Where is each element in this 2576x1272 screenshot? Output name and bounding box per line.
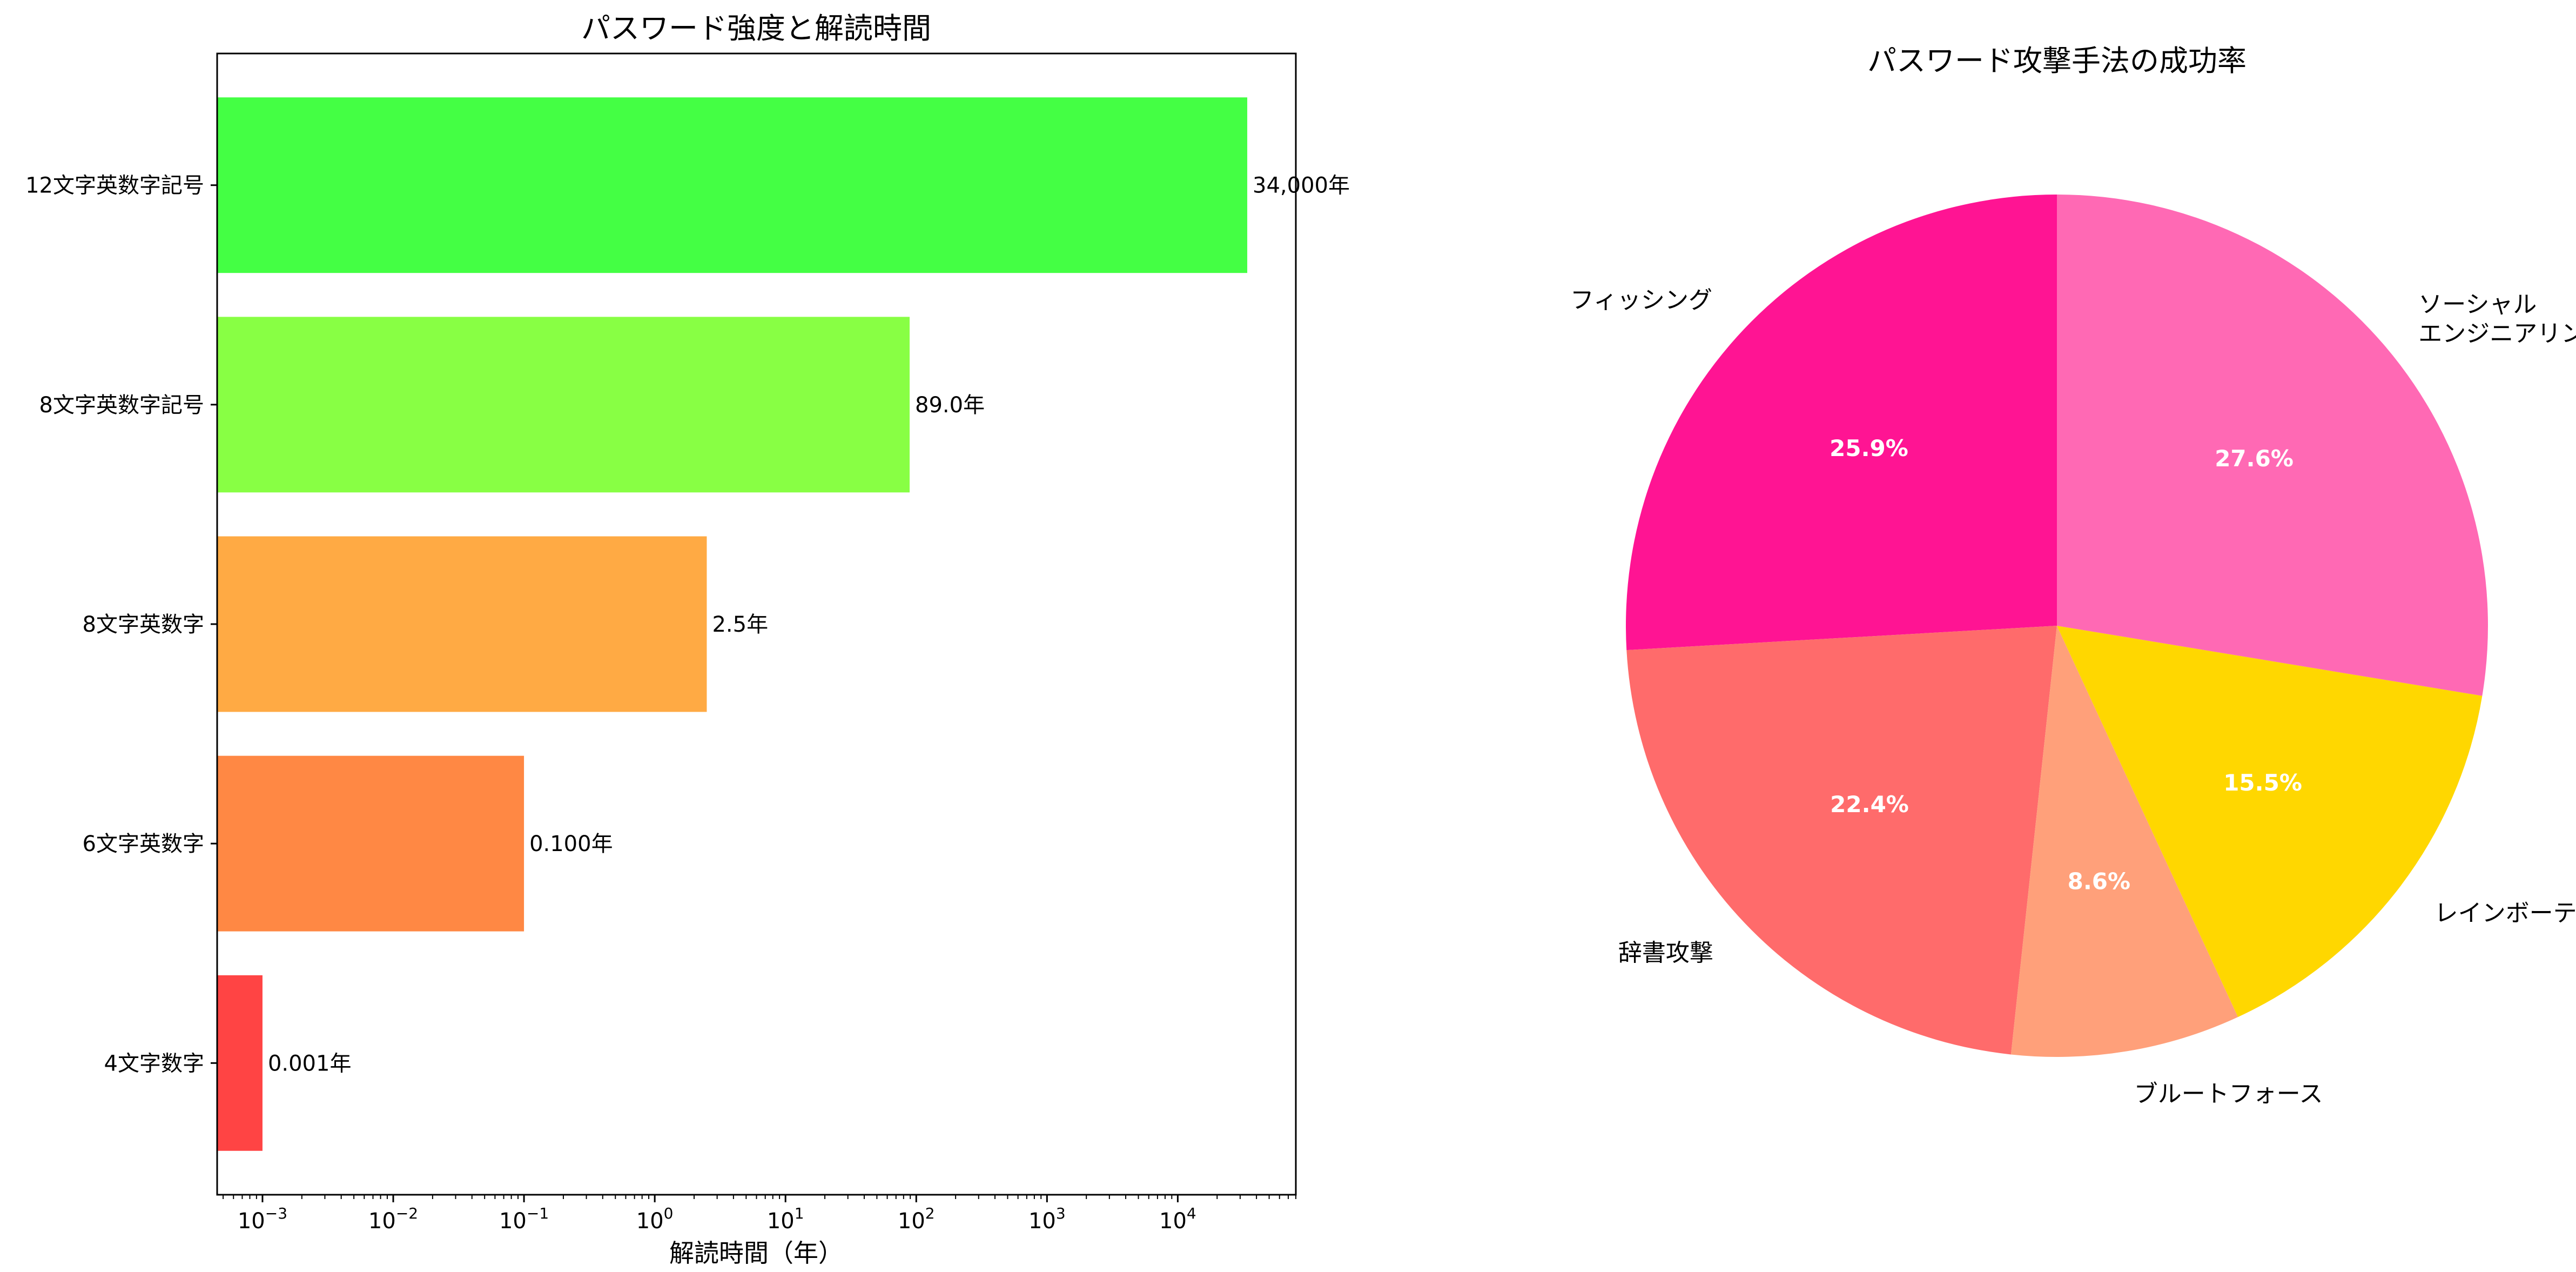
bar [217, 755, 524, 932]
y-axis: 4文字数字 6文字英数字 8文字英数字 8文字英数字記号 12文字英数字記号 [25, 173, 217, 1076]
bar-chart: パスワード強度と解読時間 0.001年 0.100年 2.5年 89.0年 34,000… [25, 11, 1350, 1268]
pie-slice [1626, 626, 2057, 1055]
pie-percent-label: 25.9% [1830, 435, 1908, 461]
pie-slice-label: 辞書攻撃 [1618, 939, 1713, 967]
pie-percent-label: 8.6% [2068, 868, 2130, 894]
y-tick-label: 8文字英数字記号 [39, 393, 204, 418]
pie-slice-label: ブルートフォース [2134, 1080, 2323, 1108]
bar-value-label: 89.0年 [915, 393, 985, 418]
pie-chart-title: パスワード攻撃手法の成功率 [1867, 44, 2247, 78]
x-axis: 10−3 10−2 10−1 100 101 102 103 104 [223, 1195, 1296, 1234]
bar [217, 536, 707, 712]
bar-value-label: 0.100年 [529, 832, 613, 856]
pie-slice [2010, 626, 2238, 1057]
pie-percent-label: 22.4% [1830, 791, 1909, 818]
pie-percent-label: 27.6% [2215, 445, 2293, 472]
pie-slice [2057, 626, 2483, 1017]
pie-slice-label: ソーシャルエンジニアリング [2418, 291, 2576, 347]
bar-value-label: 2.5年 [712, 612, 768, 637]
pie-percent-label: 15.5% [2223, 769, 2302, 796]
y-tick-label: 4文字数字 [104, 1051, 204, 1076]
y-tick-label: 6文字英数字 [83, 832, 204, 856]
y-tick-label: 8文字英数字 [83, 612, 204, 637]
pie-slices [1626, 195, 2488, 1057]
y-tick-label: 12文字英数字記号 [25, 173, 204, 198]
pie-slice [2057, 195, 2488, 696]
bar [217, 97, 1248, 273]
pie-slice [1626, 195, 2057, 651]
bar-chart-title: パスワード強度と解読時間 [581, 11, 931, 45]
pie-slice-label: フィッシング [1570, 286, 1712, 314]
pie-labels: 25.9% フィッシング 22.4% 辞書攻撃 8.6% ブルートフォース 15.5% レイン… [1570, 286, 2576, 1108]
plot-frame [216, 52, 1297, 1196]
bar [217, 975, 263, 1151]
bar-value-label: 34,000年 [1253, 173, 1350, 198]
bar [217, 317, 910, 493]
pie-slice-label: レインボーテーブル [2434, 899, 2576, 927]
bar-value-label: 0.001年 [268, 1051, 352, 1076]
pie-chart: パスワード攻撃手法の成功率 25.9% フィッシング 22.4% 辞書攻撃 8.6% ブル… [1570, 44, 2576, 1108]
bar-marks [217, 97, 1248, 1151]
bar-value-labels: 0.001年 0.100年 2.5年 89.0年 34,000年 [268, 173, 1350, 1076]
x-axis-label: 解読時間（年） [669, 1238, 843, 1268]
